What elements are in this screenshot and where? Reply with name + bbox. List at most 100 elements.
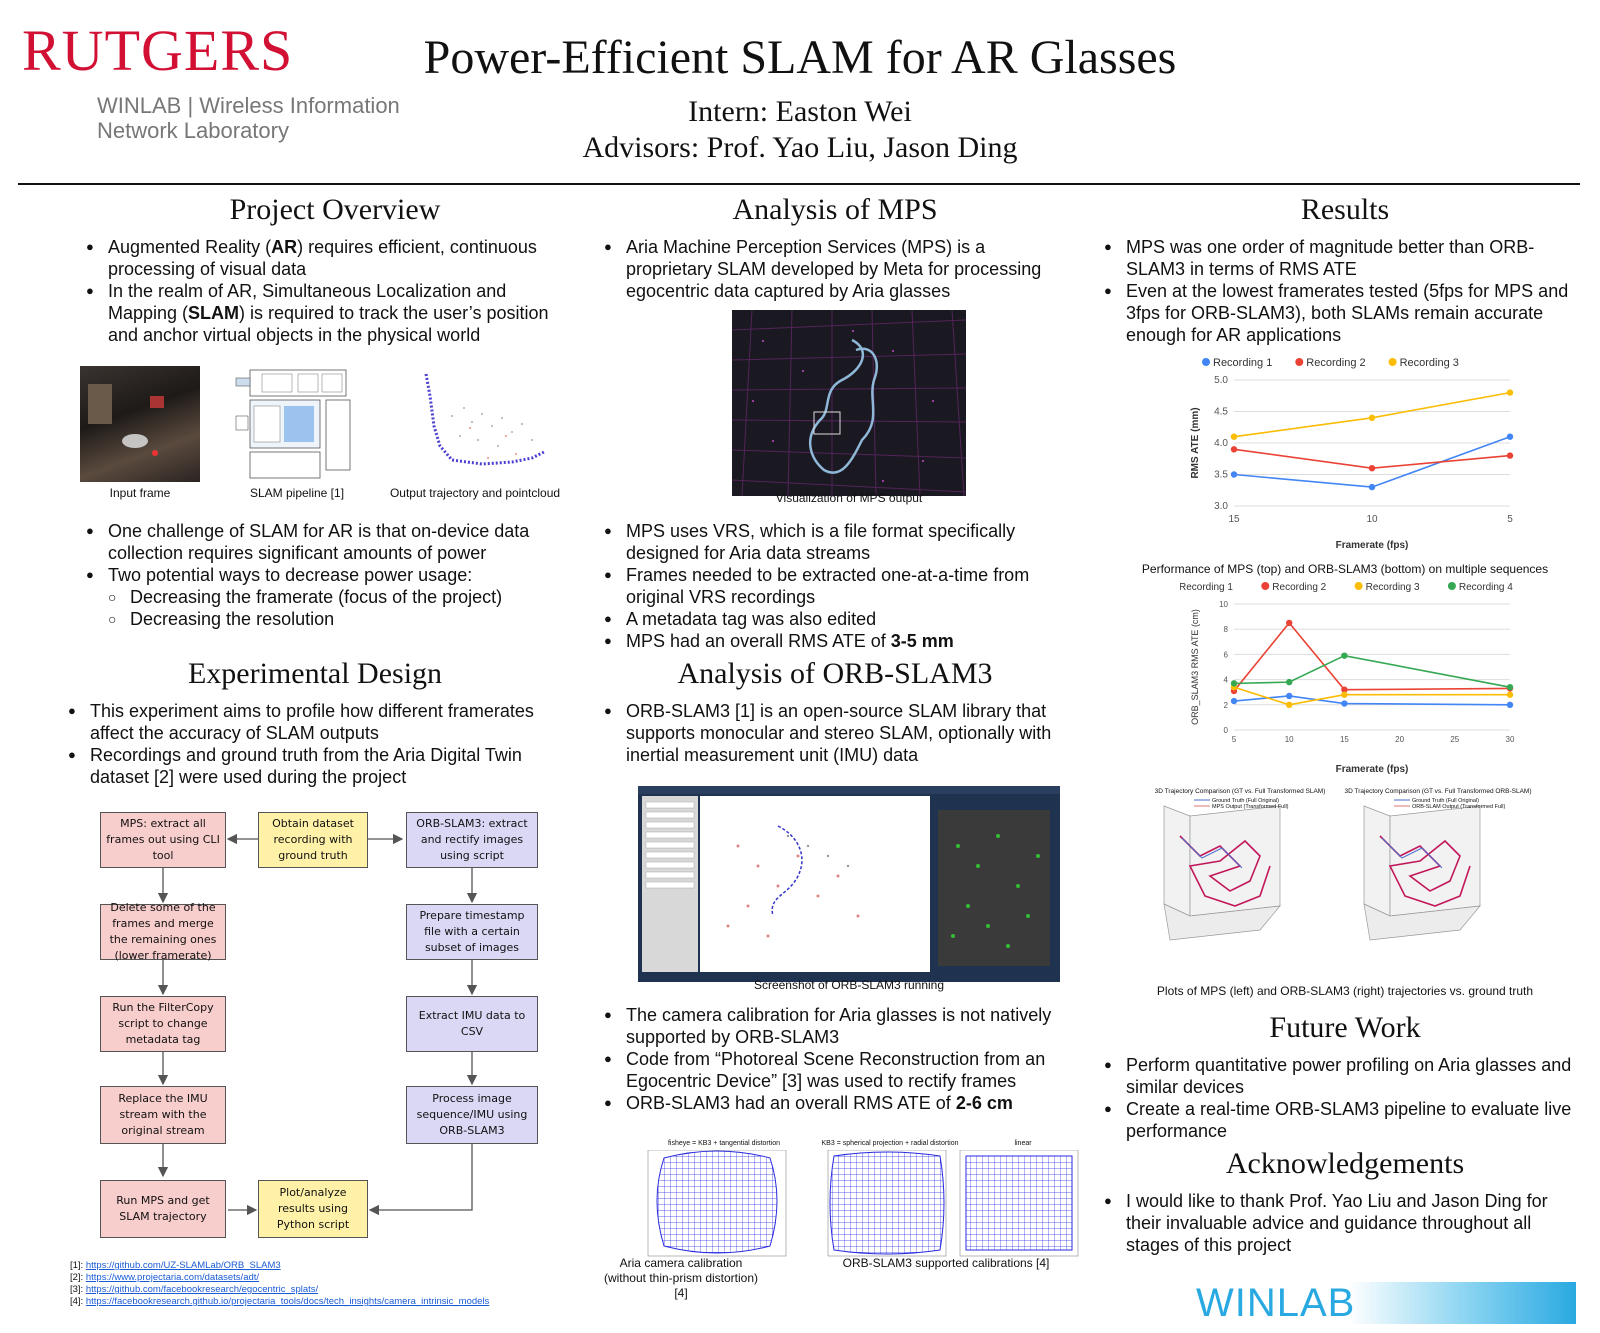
data-point	[1230, 471, 1238, 478]
data-point	[1341, 691, 1348, 698]
flow-run-mps: Run MPS and get SLAM trajectory	[100, 1180, 226, 1238]
series-line	[1233, 654, 1511, 688]
y-tick-label: 8	[1224, 625, 1229, 634]
traj-legend-mps-out: MPS Output (Transformed Full)	[1212, 804, 1289, 810]
data-point	[1286, 701, 1293, 708]
y-tick-label: 6	[1224, 650, 1229, 659]
results-bullet-magnitude: MPS was one order of magnitude better th…	[1104, 236, 1574, 280]
data-point	[1506, 433, 1514, 440]
traj-legend-orb: Ground Truth (Full Original) ORB-SLAM Ou…	[1412, 798, 1505, 810]
y-tick-label: 3.5	[1214, 470, 1228, 481]
data-point	[1506, 452, 1514, 459]
overview-bullet-ar: Augmented Reality (AR) requires efficien…	[86, 236, 566, 280]
flow-replace-imu: Replace the IMU stream with the original…	[100, 1086, 226, 1144]
flow-delete-frames: Delete some of the frames and merge the …	[100, 901, 226, 962]
y-tick-label: 4	[1224, 676, 1229, 685]
legend-label: Recording 1	[1213, 357, 1272, 369]
cal-caption-1a: Aria camera calibration	[619, 1256, 743, 1270]
orb-screenshot-caption: Screenshot of ORB-SLAM3 running	[753, 978, 945, 992]
data-point	[1286, 678, 1293, 686]
slam-pipeline-caption: SLAM pipeline [1]	[249, 486, 345, 500]
results-bullet-lowest: Even at the lowest framerates tested (5f…	[1104, 280, 1574, 346]
x-tick-label: 15	[1228, 514, 1240, 525]
legend-label: Recording 1	[1180, 582, 1233, 593]
flow-mps-extract: MPS: extract all frames out using CLI to…	[100, 812, 226, 868]
trajectory-3d-plots	[1163, 799, 1481, 941]
mps-list-1: Aria Machine Perception Services (MPS) i…	[604, 236, 1064, 302]
overview-bullet-slam: In the realm of AR, Simultaneous Localiz…	[86, 280, 566, 346]
intern-line: Intern: Easton Wei	[688, 95, 912, 128]
ref-2-link[interactable]: https://www.projectaria.com/datasets/adt…	[85, 1272, 260, 1283]
data-point	[1286, 619, 1293, 627]
data-point	[1506, 389, 1514, 396]
ref-1-link[interactable]: https://github.com/UZ-SLAMLab/ORB_SLAM3	[85, 1260, 281, 1271]
trajectory-caption-results: Plots of MPS (left) and ORB-SLAM3 (right…	[1156, 984, 1534, 998]
data-point	[1368, 414, 1376, 421]
acknowledgements-heading: Acknowledgements	[1225, 1147, 1465, 1180]
y-tick-label: 4.5	[1214, 407, 1228, 418]
flow-orb-extract: ORB-SLAM3: extract and rectify images us…	[406, 812, 538, 868]
ref-4-link[interactable]: https://facebookresearch.github.io/proje…	[85, 1296, 490, 1307]
flow-process-orb: Process image sequence/IMU using ORB-SLA…	[406, 1086, 538, 1144]
ack-bullet: I would like to thank Prof. Yao Liu and …	[1104, 1190, 1574, 1256]
x-tick-label: 25	[1450, 735, 1459, 744]
future-work-heading: Future Work	[1269, 1011, 1421, 1044]
x-tick-label: 5	[1232, 735, 1237, 744]
calibration-grids	[647, 1150, 1079, 1257]
data-point	[1341, 700, 1348, 707]
data-point	[1506, 683, 1514, 691]
x-tick-label: 5	[1507, 514, 1513, 525]
overview-subbullet-resolution: Decreasing the resolution	[86, 608, 566, 630]
ref-3: [3]: https://github.com/facebookresearch…	[70, 1284, 319, 1295]
project-overview-heading: Project Overview	[229, 193, 441, 226]
legend-label: Recording 4	[1459, 582, 1513, 593]
traj-legend-mps-gt: Ground Truth (Full Original)	[1212, 798, 1279, 804]
y-tick-label: 3.0	[1214, 501, 1228, 512]
experimental-bullet-aim: This experiment aims to profile how diff…	[68, 700, 568, 744]
orb-list-2: The camera calibration for Aria glasses …	[604, 1004, 1074, 1114]
mps-visualization-caption: Visualization of MPS output	[775, 491, 923, 505]
y-axis-label: ORB_SLAM3 RMS ATE (cm)	[1190, 609, 1200, 725]
trajectory-caption: Output trajectory and pointcloud	[389, 486, 561, 500]
legend-marker	[1261, 582, 1270, 590]
data-point	[1230, 697, 1238, 705]
input-frame-image	[80, 366, 200, 482]
legend-label: Recording 2	[1272, 582, 1326, 593]
overview-list-2: One challenge of SLAM for AR is that on-…	[86, 520, 566, 630]
mps-bullet-vrs: MPS uses VRS, which is a file format spe…	[604, 520, 1064, 564]
winlab-footer-text: WINLAB	[1196, 1281, 1356, 1325]
results-list: MPS was one order of magnitude better th…	[1104, 236, 1574, 346]
results-chart-caption: Performance of MPS (top) and ORB-SLAM3 (…	[1141, 562, 1549, 576]
poster-title: Power-Efficient SLAM for AR Glasses	[423, 31, 1177, 84]
orb-list-1: ORB-SLAM3 [1] is an open-source SLAM lib…	[604, 700, 1074, 766]
cal-title-1: fisheye = KB3 + tangential distortion	[667, 1140, 781, 1147]
series-line	[1233, 686, 1510, 706]
cal-title-2: KB3 = spherical projection + radial dist…	[821, 1140, 959, 1147]
analysis-mps-heading: Analysis of MPS	[732, 193, 938, 226]
x-tick-label: 10	[1366, 514, 1378, 525]
legend-label: Recording 3	[1400, 357, 1459, 369]
traj-title-mps: 3D Trajectory Comparison (GT vs. Full Tr…	[1154, 788, 1326, 795]
ack-list: I would like to thank Prof. Yao Liu and …	[1104, 1190, 1574, 1256]
data-point	[1230, 433, 1238, 440]
legend-marker	[1202, 358, 1210, 366]
flow-prepare-timestamp: Prepare timestamp file with a certain su…	[406, 904, 538, 960]
flow-extract-imu: Extract IMU data to CSV	[406, 996, 538, 1052]
mps-bullet-intro: Aria Machine Perception Services (MPS) i…	[604, 236, 1064, 302]
cal-caption-1: Aria camera calibration (without thin-pr…	[596, 1256, 766, 1301]
y-tick-label: 4.0	[1214, 438, 1228, 449]
experimental-design-heading: Experimental Design	[187, 657, 443, 690]
ref-3-link[interactable]: https://github.com/facebookresearch/egoc…	[85, 1284, 319, 1295]
mps-bullet-metadata: A metadata tag was also edited	[604, 608, 1064, 630]
traj-title-orb: 3D Trajectory Comparison (GT vs. Full Tr…	[1344, 788, 1532, 795]
winlab-footer-logo: WINLAB	[1196, 1282, 1576, 1324]
x-tick-label: 20	[1395, 735, 1404, 744]
legend-label: Recording 3	[1366, 582, 1420, 593]
slam-pipeline-image	[235, 369, 351, 479]
traj-legend-mps: Ground Truth (Full Original) MPS Output …	[1212, 798, 1289, 810]
results-heading: Results	[1300, 193, 1390, 226]
x-axis-label: Framerate (fps)	[1336, 540, 1409, 551]
legend-label: Recording 2	[1306, 357, 1365, 369]
experimental-bullet-dataset: Recordings and ground truth from the Ari…	[68, 744, 568, 788]
cal-caption-1b: (without thin-prism distortion) [4]	[603, 1271, 759, 1300]
